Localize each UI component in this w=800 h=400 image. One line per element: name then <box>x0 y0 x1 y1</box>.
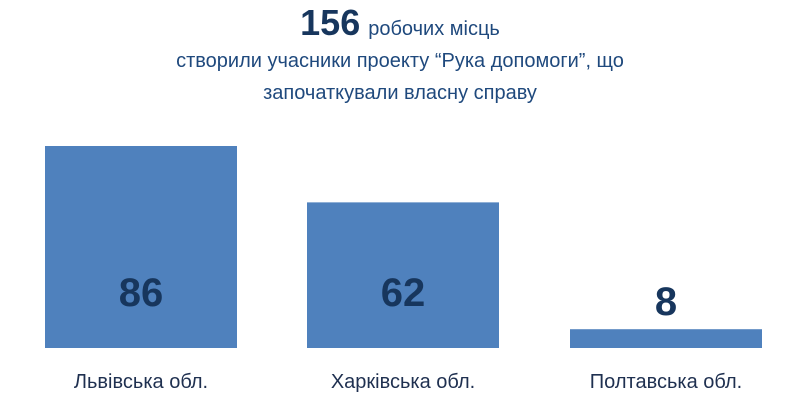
bar-3 <box>570 329 762 348</box>
chart-title-line-1: 156 робочих місць <box>0 2 800 43</box>
total-jobs-number: 156 <box>300 2 361 43</box>
category-label-2: Харківська обл. <box>331 371 475 393</box>
bar-1 <box>45 146 237 348</box>
data-label-3: 8 <box>655 280 677 324</box>
data-label-2: 62 <box>381 271 426 315</box>
category-label-1: Львівська обл. <box>74 371 208 393</box>
bar-2 <box>307 202 499 348</box>
chart-title-line-3: започаткували власну справу <box>263 82 537 104</box>
category-label-3: Полтавська обл. <box>590 371 742 393</box>
title-jobs-text: робочих місць <box>368 18 500 40</box>
chart-title-line-2: створили учасники проекту “Рука допомоги… <box>176 50 624 72</box>
data-label-1: 86 <box>119 271 164 315</box>
